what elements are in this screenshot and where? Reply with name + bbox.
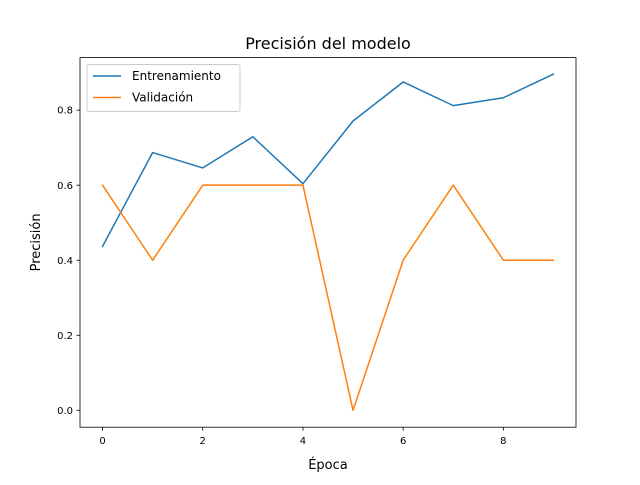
y-tick-label: 0.8: [57, 106, 73, 117]
legend-label-1: Validación: [132, 91, 193, 105]
y-tick-label: 0.6: [57, 181, 73, 192]
y-tick-label: 0.2: [57, 331, 73, 342]
x-tick-label: 6: [400, 436, 406, 447]
legend-box: [86, 64, 241, 112]
legend: Entrenamiento Validación: [86, 64, 241, 112]
chart-marks: [101, 73, 555, 412]
x-tick-label: 0: [99, 436, 105, 447]
series-line-0: [101, 73, 555, 248]
x-tick-label: 8: [500, 436, 506, 447]
y-tick-label: 0.4: [57, 256, 73, 267]
chart-title: Precisión del modelo: [245, 34, 411, 53]
y-axis-ticks: 0.0 0.2 0.4 0.6 0.8: [57, 106, 80, 417]
y-axis-label: Precisión: [29, 213, 44, 271]
x-axis-label: Época: [308, 457, 348, 473]
x-axis-ticks: 0 2 4 6 8: [99, 427, 507, 447]
legend-label-0: Entrenamiento: [132, 69, 221, 83]
series-line-1: [101, 184, 555, 412]
x-tick-label: 2: [200, 436, 206, 447]
plot-frame: [79, 57, 577, 428]
x-tick-label: 4: [300, 436, 306, 447]
y-tick-label: 0.0: [57, 406, 73, 417]
